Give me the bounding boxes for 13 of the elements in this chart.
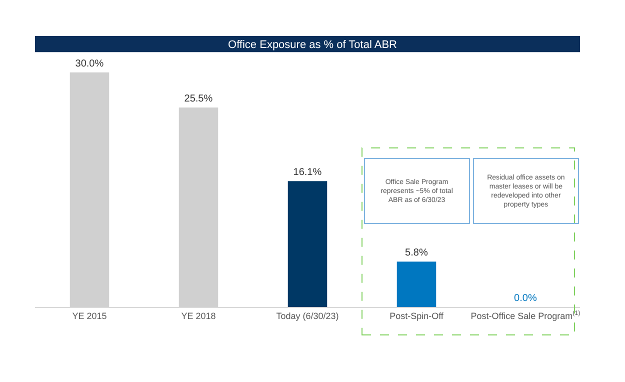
bar: [288, 181, 328, 307]
bar: [396, 262, 436, 307]
x-tick-label: Post-Office Sale Program$^{(1)}$: [470, 310, 580, 321]
data-label: 25.5%: [184, 94, 213, 105]
data-label: 5.8%: [405, 248, 428, 259]
x-tick-label: YE 2018: [181, 310, 216, 321]
chart-title: Office Exposure as % of Total ABR: [228, 38, 398, 51]
data-label: 16.1%: [293, 167, 322, 178]
x-tick-label: Today (6/30/23): [276, 310, 339, 321]
x-tick-label: Post-Spin-Off: [390, 310, 444, 321]
x-tick-label: YE 2015: [72, 310, 107, 321]
data-label: 30.0%: [75, 58, 104, 70]
data-label: 0.0%: [514, 293, 537, 304]
